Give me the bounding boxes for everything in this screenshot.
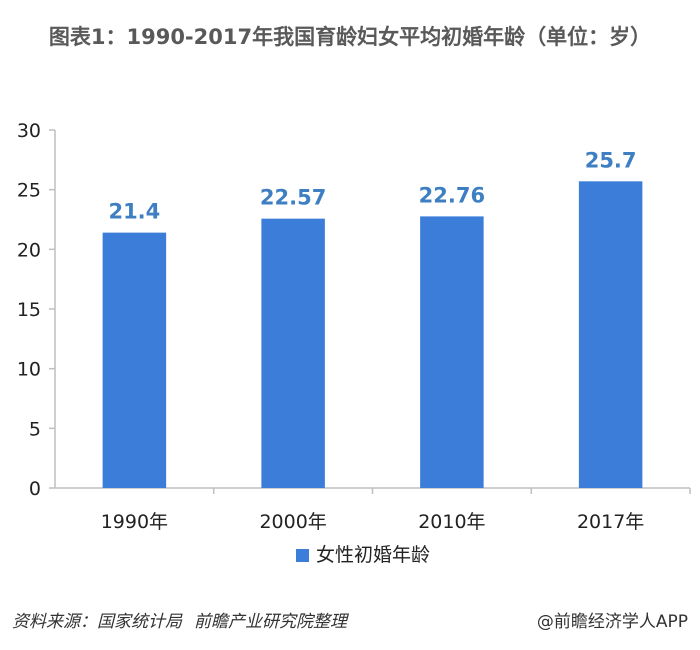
data-label: 25.7 (585, 148, 637, 172)
bar (102, 232, 167, 488)
data-label: 21.4 (108, 200, 160, 224)
data-label: 22.76 (419, 183, 485, 207)
legend-label: 女性初婚年龄 (316, 544, 430, 566)
bar (261, 218, 325, 488)
data-label: 22.57 (260, 186, 326, 210)
bar (420, 216, 484, 488)
x-tick-label: 1990年 (101, 511, 168, 533)
source-label: 资料来源：国家统计局 (12, 612, 182, 632)
y-tick-label: 20 (17, 239, 41, 261)
source-org: 前瞻产业研究院整理 (194, 612, 347, 632)
legend-swatch (296, 549, 309, 562)
y-tick-label: 5 (29, 418, 41, 440)
brand-credit: @前瞻经济学人APP (536, 612, 688, 632)
x-tick-label: 2010年 (418, 511, 485, 533)
x-tick-label: 2000年 (259, 511, 326, 533)
y-tick-label: 30 (17, 120, 41, 142)
y-tick-label: 25 (17, 180, 41, 202)
bar (578, 181, 643, 488)
chart-title: 图表1：1990-2017年我国育龄妇女平均初婚年龄（单位：岁） (48, 25, 652, 49)
y-tick-label: 0 (29, 478, 41, 500)
source-note: 资料来源：国家统计局 前瞻产业研究院整理 (12, 607, 347, 632)
y-tick-label: 10 (17, 359, 41, 381)
x-tick-label: 2017年 (577, 511, 644, 533)
y-tick-label: 15 (17, 299, 41, 321)
